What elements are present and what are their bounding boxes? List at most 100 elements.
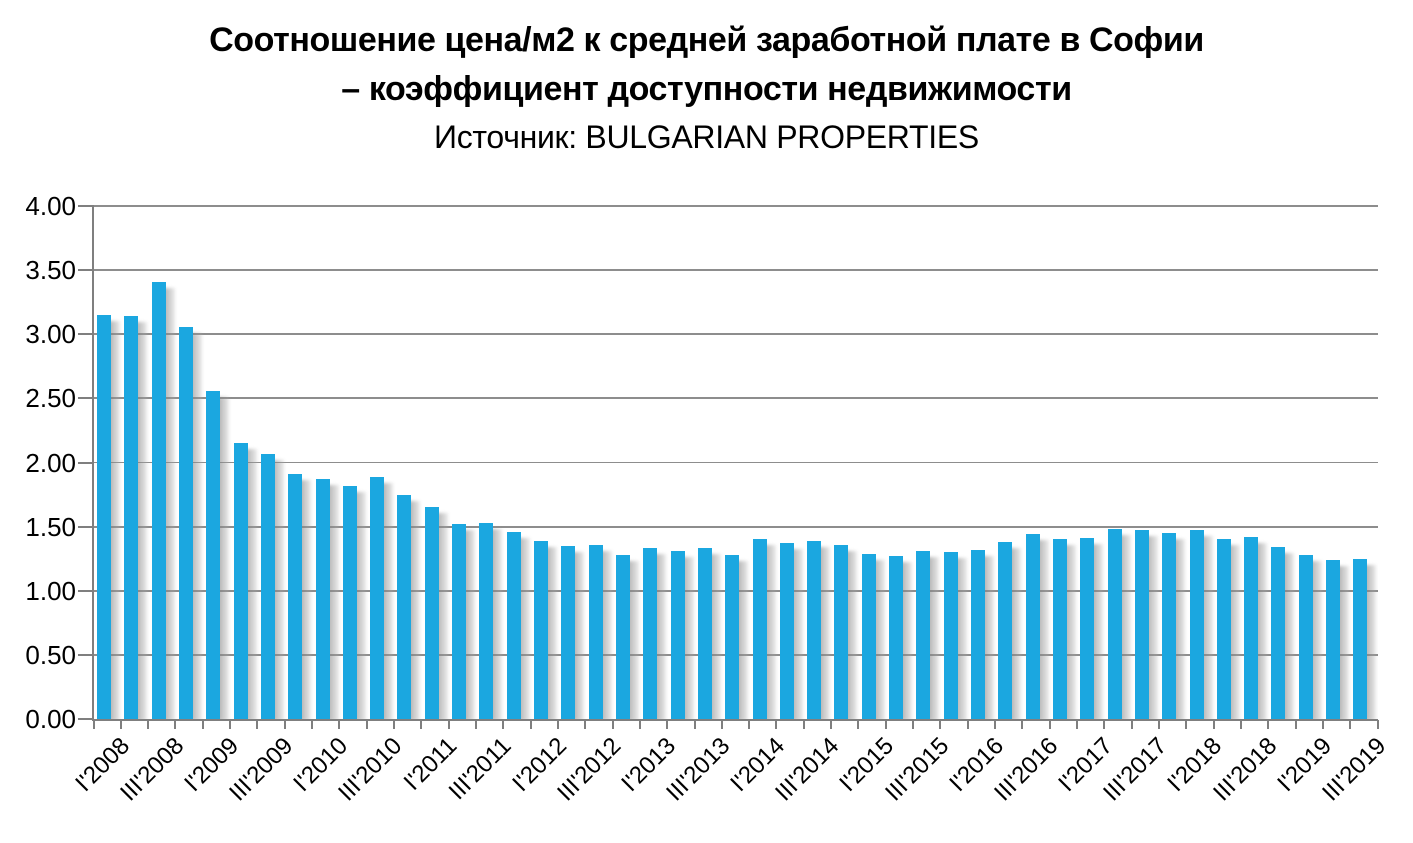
bar bbox=[97, 315, 111, 719]
x-tick bbox=[584, 720, 587, 729]
bar bbox=[1353, 558, 1368, 719]
bar bbox=[1025, 534, 1040, 719]
y-tick bbox=[77, 461, 92, 464]
bar-slot bbox=[1186, 206, 1213, 719]
x-tick bbox=[1349, 720, 1352, 729]
x-tick bbox=[1294, 720, 1297, 729]
bar-slot bbox=[203, 206, 230, 719]
bar-slot bbox=[531, 206, 558, 719]
bar-slot bbox=[694, 206, 721, 719]
bar-slot bbox=[94, 206, 121, 719]
bar-slot bbox=[776, 206, 803, 719]
bar bbox=[807, 540, 822, 719]
x-tick bbox=[1239, 720, 1242, 729]
bar-slot bbox=[148, 206, 175, 719]
x-tick bbox=[1321, 720, 1324, 729]
x-tick bbox=[447, 720, 450, 729]
y-axis-label: 0.00 bbox=[25, 704, 76, 734]
x-tick bbox=[884, 720, 887, 729]
y-axis-label: 2.00 bbox=[25, 447, 76, 478]
bar bbox=[151, 281, 166, 719]
x-tick bbox=[666, 720, 669, 729]
x-tick bbox=[1103, 720, 1106, 729]
bar bbox=[370, 476, 385, 719]
bar bbox=[124, 316, 139, 719]
bar-slot bbox=[1268, 206, 1295, 719]
bar bbox=[1134, 530, 1149, 719]
gridline bbox=[93, 525, 1378, 528]
bar-slot bbox=[1159, 206, 1186, 719]
x-tick bbox=[474, 720, 477, 729]
bar bbox=[506, 531, 521, 719]
x-tick bbox=[857, 720, 860, 729]
bar bbox=[1052, 539, 1067, 719]
y-axis-line bbox=[91, 205, 94, 721]
y-tick bbox=[77, 589, 92, 592]
x-tick bbox=[830, 720, 833, 729]
bar bbox=[1080, 538, 1095, 719]
y-tick bbox=[77, 205, 92, 207]
bar bbox=[889, 556, 904, 719]
y-tick bbox=[77, 269, 92, 272]
x-tick bbox=[939, 720, 942, 729]
bar-slot bbox=[667, 206, 694, 719]
bar bbox=[1216, 539, 1231, 719]
x-tick bbox=[529, 720, 532, 729]
bar bbox=[834, 544, 849, 719]
x-tick bbox=[256, 720, 259, 729]
bars-clip bbox=[94, 206, 1378, 719]
x-tick bbox=[775, 720, 778, 729]
bar bbox=[1244, 536, 1259, 719]
gridline bbox=[93, 461, 1378, 464]
bar-slot bbox=[804, 206, 831, 719]
y-axis-label: 4.00 bbox=[25, 191, 76, 221]
bar-slot bbox=[1104, 206, 1131, 719]
x-tick bbox=[1267, 720, 1270, 729]
bar bbox=[1162, 533, 1177, 719]
chart-subtitle: Источник: BULGARIAN PROPERTIES bbox=[434, 119, 979, 155]
bar bbox=[1326, 559, 1341, 719]
bar-slot bbox=[1295, 206, 1322, 719]
y-axis-label: 1.50 bbox=[25, 511, 76, 542]
x-tick bbox=[365, 720, 368, 729]
x-tick bbox=[1212, 720, 1215, 729]
bar bbox=[452, 524, 467, 719]
x-tick bbox=[912, 720, 915, 729]
x-tick bbox=[966, 720, 969, 729]
bar bbox=[697, 548, 712, 719]
x-tick bbox=[611, 720, 614, 729]
y-tick bbox=[77, 333, 92, 336]
bar-slot bbox=[285, 206, 312, 719]
bar-slot bbox=[367, 206, 394, 719]
x-tick bbox=[1021, 720, 1024, 729]
bar-slot bbox=[831, 206, 858, 719]
bar bbox=[643, 548, 658, 719]
bar bbox=[397, 494, 412, 719]
x-tick bbox=[119, 720, 122, 729]
bar bbox=[260, 453, 275, 719]
bar-slot bbox=[858, 206, 885, 719]
bar bbox=[1189, 530, 1204, 719]
bar-slot bbox=[1049, 206, 1076, 719]
bar-slot bbox=[1077, 206, 1104, 719]
chart-header: Соотношение цена/м2 к средней заработной… bbox=[0, 16, 1413, 161]
bar-slot bbox=[886, 206, 913, 719]
bar bbox=[861, 553, 876, 719]
x-tick bbox=[338, 720, 341, 729]
x-tick bbox=[1130, 720, 1133, 729]
x-tick bbox=[420, 720, 423, 729]
bar bbox=[206, 390, 221, 719]
y-tick bbox=[77, 525, 92, 528]
bar bbox=[998, 542, 1013, 719]
x-tick bbox=[92, 720, 95, 729]
bar-slot bbox=[913, 206, 940, 719]
y-axis-label: 1.00 bbox=[25, 575, 76, 606]
chart-title-line-1: Соотношение цена/м2 к средней заработной… bbox=[209, 21, 1204, 59]
x-tick bbox=[720, 720, 723, 729]
y-axis-label: 3.00 bbox=[25, 319, 76, 350]
bar-slot bbox=[640, 206, 667, 719]
bar-slot bbox=[449, 206, 476, 719]
x-tick bbox=[638, 720, 641, 729]
bar bbox=[233, 443, 248, 719]
bar bbox=[1107, 529, 1122, 719]
